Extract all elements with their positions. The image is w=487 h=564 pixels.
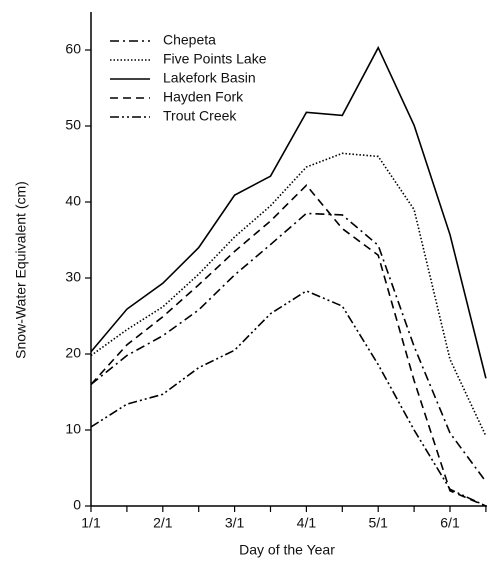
series-line	[90, 184, 487, 507]
y-tick-label: 40	[65, 193, 81, 209]
y-tick-label: 20	[65, 345, 81, 361]
x-tick-label: 5/1	[368, 515, 388, 531]
x-tick-label: 2/1	[153, 515, 173, 531]
legend-label: Chepeta	[163, 32, 216, 48]
x-tick-label: 1/1	[81, 515, 101, 531]
x-tick-label: 4/1	[297, 515, 317, 531]
series-line	[90, 152, 487, 437]
x-axis-label: Day of the Year	[239, 542, 335, 558]
legend-label: Trout Creek	[163, 108, 237, 124]
y-tick-label: 50	[65, 117, 81, 133]
y-tick-label: 30	[65, 269, 81, 285]
series-line	[90, 212, 487, 483]
y-tick-label: 60	[65, 41, 81, 57]
x-tick-label: 6/1	[440, 515, 460, 531]
y-axis-label: Snow-Water Equivalent (cm)	[13, 181, 29, 359]
legend-label: Lakefork Basin	[163, 70, 256, 86]
legend-label: Five Points Lake	[163, 51, 267, 67]
x-tick-label: 3/1	[225, 515, 245, 531]
legend-label: Hayden Fork	[163, 89, 244, 105]
series-line	[90, 290, 487, 507]
y-tick-label: 0	[73, 497, 81, 513]
series-line	[90, 45, 487, 379]
y-tick-label: 10	[65, 421, 81, 437]
